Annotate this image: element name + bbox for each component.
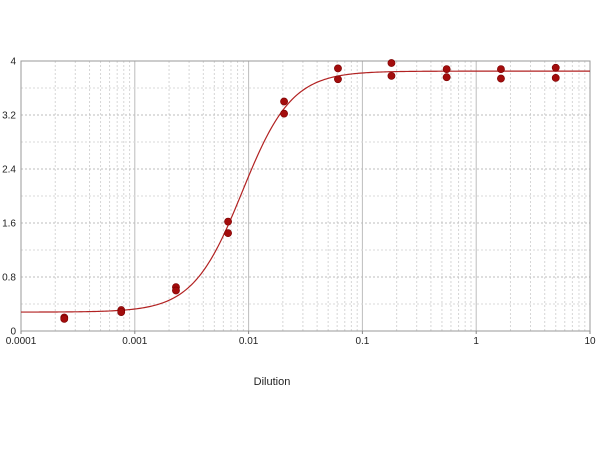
- plot-frame: [20, 60, 591, 332]
- fit-curve-layer: [21, 70, 590, 313]
- x-tick-label: 0.001: [122, 336, 147, 347]
- data-point: [334, 64, 342, 73]
- data-point: [387, 59, 396, 67]
- y-tick-label: 4: [10, 57, 16, 68]
- data-point: [387, 71, 396, 80]
- data-point: [280, 97, 288, 106]
- data-point: [172, 286, 180, 295]
- data-point: [551, 63, 560, 72]
- data-point: [280, 109, 288, 118]
- y-tick-label: 2.4: [2, 165, 16, 176]
- data-point: [117, 308, 126, 316]
- x-axis-title: Dilution: [254, 376, 291, 388]
- data-points-layer: [60, 59, 560, 323]
- y-tick-label: 1.6: [2, 219, 16, 230]
- x-tick-label: 0.01: [239, 336, 259, 347]
- tick-labels: 0.0001 0.001 0.01 0.1 1 10 0 0.8 1.6 2.4 3.2 4: [2, 57, 596, 348]
- y-tick-label: 0.8: [2, 273, 16, 284]
- data-point: [224, 217, 232, 226]
- data-point: [551, 73, 560, 82]
- data-point: [497, 65, 505, 73]
- data-point: [497, 74, 505, 83]
- data-point: [334, 75, 342, 84]
- x-tick-label: 0.1: [355, 336, 369, 347]
- data-point: [224, 229, 232, 238]
- data-point: [442, 65, 451, 73]
- x-tick-label: 10: [584, 336, 596, 347]
- y-tick-label: 3.2: [2, 111, 16, 122]
- fit-curve-line: [21, 70, 590, 313]
- data-point: [60, 314, 69, 323]
- y-tick-label: 0: [10, 327, 16, 338]
- x-tick-label: 0.0001: [6, 336, 37, 347]
- data-point: [442, 73, 451, 82]
- x-tick-label: 1: [473, 336, 479, 347]
